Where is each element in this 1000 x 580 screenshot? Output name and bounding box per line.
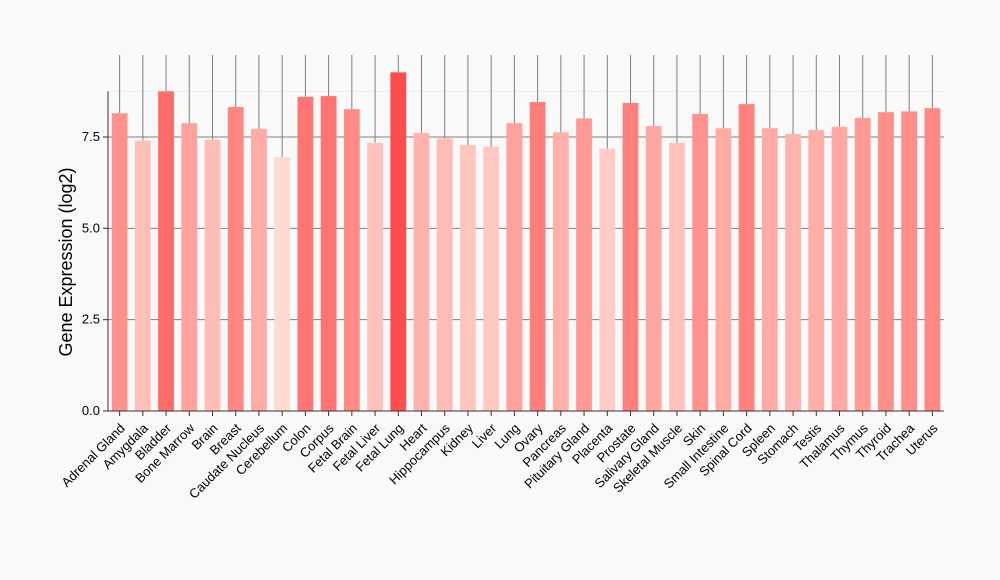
bar-heart bbox=[413, 132, 430, 412]
bar-trachea bbox=[901, 111, 918, 411]
bar-thalamus bbox=[831, 126, 848, 412]
bar-brain bbox=[204, 139, 221, 412]
bar-skin bbox=[692, 113, 709, 411]
bar-pituitary-gland bbox=[576, 118, 592, 412]
bar-hippocampus bbox=[436, 138, 453, 411]
bars bbox=[111, 72, 941, 412]
axes bbox=[103, 91, 944, 416]
bar-kidney bbox=[460, 145, 476, 411]
bar-bladder bbox=[158, 91, 174, 411]
y-tick-labels: 0.0 2.5 5.0 7.5 bbox=[82, 129, 100, 418]
bar-colon bbox=[297, 96, 314, 412]
bar-salivary-gland bbox=[645, 126, 662, 411]
bar-placenta bbox=[599, 148, 616, 411]
bar-small-intestine bbox=[715, 128, 732, 411]
y-tick-label: 7.5 bbox=[82, 129, 100, 144]
bar-fetal-liver bbox=[367, 142, 383, 411]
bar-thymus bbox=[854, 118, 871, 411]
bar-fetal-lung bbox=[390, 72, 407, 411]
y-tick-label: 2.5 bbox=[82, 312, 100, 327]
bar-liver bbox=[483, 146, 500, 411]
bar-stomach bbox=[785, 134, 801, 411]
bar-top-lines bbox=[119, 55, 933, 158]
y-tick-label: 5.0 bbox=[82, 220, 100, 235]
y-axis-label: Gene Expression (log2) bbox=[56, 167, 76, 356]
bar-breast bbox=[227, 107, 244, 411]
bar-ovary bbox=[529, 101, 546, 411]
bar-skeletal-muscle bbox=[669, 142, 685, 411]
bar-amygdala bbox=[134, 140, 151, 412]
bar-bone-marrow bbox=[181, 123, 198, 411]
bar-spleen bbox=[761, 128, 778, 411]
bar-corpus bbox=[320, 96, 337, 411]
bar-cerebellum bbox=[274, 157, 291, 411]
y-tick-label: 0.0 bbox=[82, 403, 100, 418]
bar-lung bbox=[506, 123, 523, 411]
bar-spinal-cord bbox=[738, 104, 755, 412]
bar-prostate bbox=[622, 103, 639, 412]
bar-pancreas bbox=[552, 132, 569, 411]
bar-thyroid bbox=[878, 112, 894, 411]
bar-testis bbox=[808, 130, 825, 412]
bar-adrenal-gland bbox=[111, 113, 128, 412]
bar-caudate-nucleus bbox=[251, 128, 267, 412]
x-tick-label: Liver bbox=[469, 420, 500, 451]
bar-uterus bbox=[924, 108, 941, 411]
bar-fetal-brain bbox=[343, 109, 360, 411]
